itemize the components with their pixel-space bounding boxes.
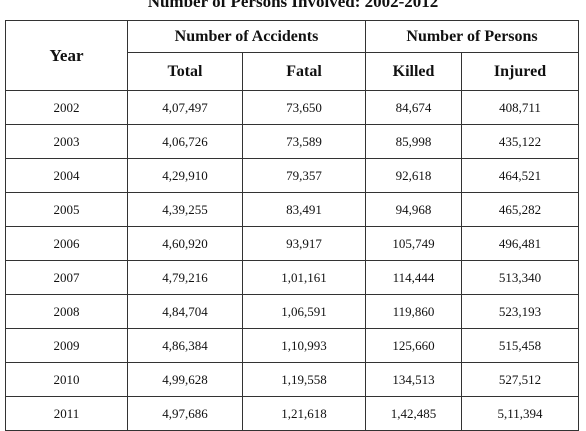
total-accidents-cell: 4,99,628 xyxy=(127,362,243,397)
fatal-accidents-cell: 1,19,558 xyxy=(241,362,367,397)
fatal-accidents-cell: 83,491 xyxy=(241,192,367,227)
table-row: 2002 4,07,497 73,650 84,674 408,711 xyxy=(5,90,580,125)
killed-cell: 119,860 xyxy=(365,294,463,329)
injured-cell: 496,481 xyxy=(461,226,580,261)
table-title: Number of Persons Involved: 2002-2012 xyxy=(147,0,439,11)
killed-cell: 105,749 xyxy=(365,226,463,261)
fatal-accidents-cell: 1,06,591 xyxy=(241,294,367,329)
injured-cell: 513,340 xyxy=(461,260,580,295)
table-row: 2004 4,29,910 79,357 92,618 464,521 xyxy=(5,158,580,193)
year-cell: 2007 xyxy=(5,260,128,295)
year-cell: 2002 xyxy=(5,90,128,125)
total-accidents-cell: 4,39,255 xyxy=(127,192,243,227)
total-column-header: Total xyxy=(127,52,243,91)
killed-cell: 134,513 xyxy=(365,362,463,397)
header-row-groups: Year Number of Accidents Number of Perso… xyxy=(5,20,580,91)
total-accidents-cell: 4,07,497 xyxy=(127,90,243,125)
table-body: 2002 4,07,497 73,650 84,674 408,711 2003 4,06,… xyxy=(5,90,580,431)
injured-cell: 408,711 xyxy=(461,90,580,125)
total-accidents-cell: 4,29,910 xyxy=(127,158,243,193)
injured-cell: 464,521 xyxy=(461,158,580,193)
fatal-accidents-cell: 93,917 xyxy=(241,226,367,261)
injured-cell: 515,458 xyxy=(461,328,580,363)
fatal-column-header: Fatal xyxy=(241,52,367,91)
injured-cell: 435,122 xyxy=(461,124,580,159)
accidents-group-header: Number of Accidents xyxy=(126,20,367,53)
year-cell: 2005 xyxy=(5,192,128,227)
year-cell: 2006 xyxy=(5,226,128,261)
killed-cell: 94,968 xyxy=(365,192,463,227)
killed-cell: 84,674 xyxy=(365,90,463,125)
fatal-accidents-cell: 1,10,993 xyxy=(241,328,367,363)
fatal-accidents-cell: 79,357 xyxy=(241,158,367,193)
year-cell: 2010 xyxy=(5,362,128,397)
killed-cell: 125,660 xyxy=(365,328,463,363)
fatal-accidents-cell: 73,589 xyxy=(241,124,367,159)
total-accidents-cell: 4,60,920 xyxy=(127,226,243,261)
fatal-accidents-cell: 1,21,618 xyxy=(241,396,367,431)
year-cell: 2011 xyxy=(5,396,128,431)
fatal-accidents-cell: 73,650 xyxy=(241,90,367,125)
accidents-table: Year Number of Accidents Number of Perso… xyxy=(5,20,580,431)
killed-cell: 85,998 xyxy=(365,124,463,159)
table-row: 2010 4,99,628 1,19,558 134,513 527,512 xyxy=(5,362,580,397)
total-accidents-cell: 4,84,704 xyxy=(127,294,243,329)
injured-cell: 527,512 xyxy=(461,362,580,397)
table-header: Year Number of Accidents Number of Perso… xyxy=(5,20,580,91)
killed-cell: 1,42,485 xyxy=(365,396,463,431)
table-row: 2008 4,84,704 1,06,591 119,860 523,193 xyxy=(5,294,580,329)
year-cell: 2009 xyxy=(5,328,128,363)
year-cell: 2003 xyxy=(5,124,128,159)
fatal-accidents-cell: 1,01,161 xyxy=(241,260,367,295)
header-row-columns: Total Fatal Killed Injured xyxy=(6,52,580,91)
table-row: 2007 4,79,216 1,01,161 114,444 513,340 xyxy=(5,260,580,295)
persons-group-header: Number of Persons xyxy=(365,20,580,53)
injured-cell: 523,193 xyxy=(461,294,580,329)
killed-cell: 92,618 xyxy=(365,158,463,193)
table-row: 2011 4,97,686 1,21,618 1,42,485 5,11,394 xyxy=(5,396,580,431)
total-accidents-cell: 4,97,686 xyxy=(127,396,243,431)
injured-cell: 465,282 xyxy=(461,192,580,227)
table-row: 2006 4,60,920 93,917 105,749 496,481 xyxy=(5,226,580,261)
year-column-header: Year xyxy=(5,20,128,91)
total-accidents-cell: 4,79,216 xyxy=(127,260,243,295)
total-accidents-cell: 4,86,384 xyxy=(127,328,243,363)
table-row: 2009 4,86,384 1,10,993 125,660 515,458 xyxy=(5,328,580,363)
killed-column-header: Killed xyxy=(365,52,463,91)
total-accidents-cell: 4,06,726 xyxy=(127,124,243,159)
table-row: 2005 4,39,255 83,491 94,968 465,282 xyxy=(5,192,580,227)
injured-column-header: Injured xyxy=(461,52,580,91)
injured-cell: 5,11,394 xyxy=(461,396,580,431)
year-cell: 2008 xyxy=(5,294,128,329)
killed-cell: 114,444 xyxy=(365,260,463,295)
table-row: 2003 4,06,726 73,589 85,998 435,122 xyxy=(5,124,580,159)
year-cell: 2004 xyxy=(5,158,128,193)
